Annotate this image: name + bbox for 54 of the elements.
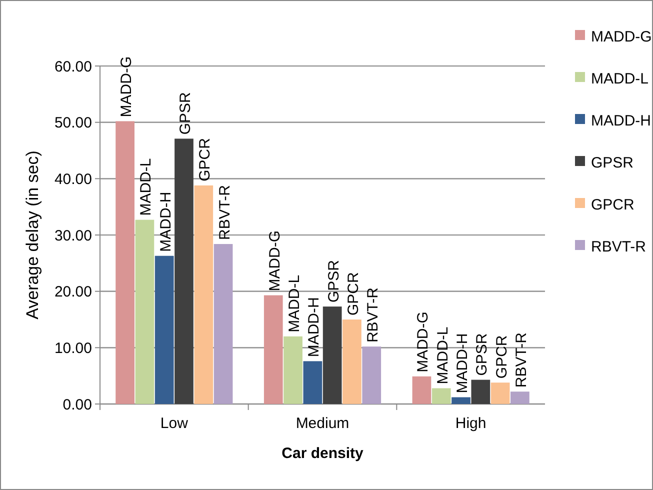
text: MADD-G: [266, 230, 284, 292]
bar: [116, 121, 134, 404]
bar: [154, 256, 174, 404]
y-tick-label: 10.00: [54, 340, 92, 357]
bar: [471, 380, 490, 404]
bar: [174, 138, 194, 404]
bar: [452, 397, 470, 404]
text: MADD-H: [306, 297, 323, 358]
y-tick-label: 50.00: [54, 114, 92, 132]
bar: [214, 244, 233, 404]
bar: [510, 392, 530, 404]
legend-label: RBVT-R: [591, 238, 646, 256]
bar: [284, 336, 302, 404]
text: GPSR: [325, 260, 342, 303]
y-tick-label: 40.00: [54, 170, 92, 188]
x-axis-title: Car density: [282, 445, 364, 462]
y-tick-label: 0.00: [62, 396, 92, 414]
bar: [342, 320, 362, 404]
text: MADD-L: [434, 326, 452, 384]
text: GPCR: [344, 272, 362, 316]
bar: [322, 306, 342, 404]
x-tick-label: Low: [160, 415, 188, 432]
bar: [490, 382, 510, 404]
bar: [135, 220, 154, 404]
bar: [432, 388, 451, 404]
y-tick-label: 60.00: [54, 58, 92, 76]
text: MADD-G: [118, 56, 136, 118]
text: MADD-H: [157, 192, 174, 252]
text: RBVT-R: [216, 185, 234, 240]
y-axis-title: Average delay (in sec): [23, 150, 42, 320]
text: GPCR: [493, 335, 510, 379]
legend-label: GPSR: [591, 154, 634, 172]
bar: [362, 346, 382, 404]
text: RBVT-R: [512, 332, 530, 388]
y-tick-label: 20.00: [54, 284, 92, 301]
bar: [194, 185, 214, 404]
y-tick-label: 30.00: [54, 227, 92, 244]
text: GPSR: [474, 333, 491, 376]
text: RBVT-R: [364, 288, 382, 343]
x-tick-label: Medium: [296, 415, 350, 432]
text: MADD-L: [286, 274, 304, 332]
x-tick-label: High: [455, 415, 486, 432]
legend-label: MADD-H: [591, 112, 651, 130]
text: MADD-L: [138, 158, 155, 216]
text: GPSR: [176, 92, 194, 135]
text: GPCR: [196, 138, 214, 182]
text: MADD-H: [454, 333, 472, 394]
bar: [264, 295, 283, 404]
legend-label: GPCR: [591, 196, 635, 214]
legend-label: MADD-G: [591, 28, 652, 46]
bar: [303, 361, 322, 404]
text: MADD-G: [414, 312, 432, 372]
bar: [412, 376, 432, 404]
legend-label: MADD-L: [591, 70, 649, 88]
